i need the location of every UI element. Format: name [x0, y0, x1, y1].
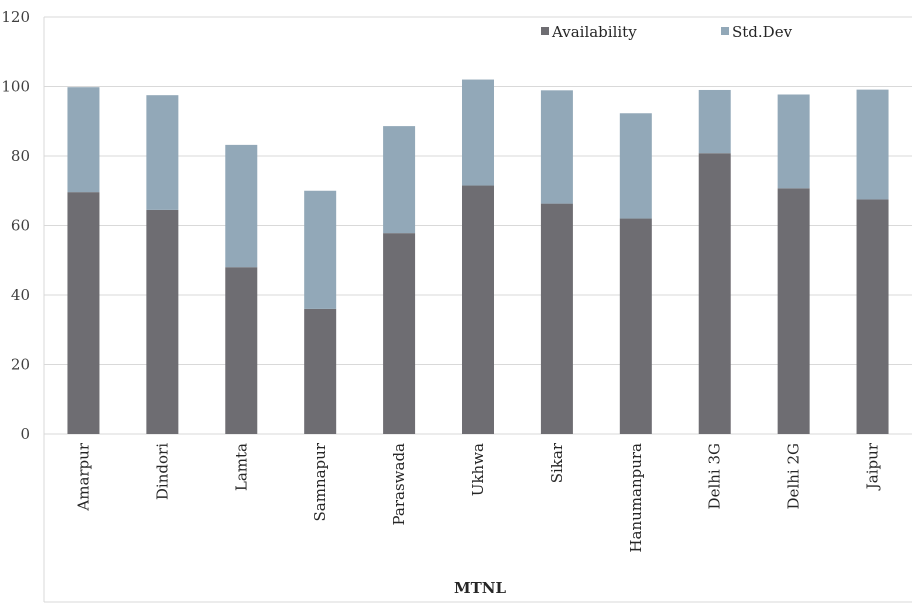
bar-availability: [777, 188, 810, 434]
y-tick-label: 60: [11, 217, 30, 235]
x-tick-label: Sikar: [548, 442, 566, 483]
legend-entry: Availability: [551, 23, 637, 41]
legend: Availability Std.Dev: [541, 23, 793, 41]
y-tick-label: 80: [11, 147, 30, 165]
bar-std-dev: [462, 79, 494, 186]
plot-frame: [43, 17, 912, 603]
bar-std-dev: [777, 94, 810, 189]
x-tick-label: Delhi 2G: [785, 443, 803, 509]
x-axis-ticks: Amarpur Dindori Lamta Samnapur Paraswada Ukhw…: [74, 442, 881, 552]
bar-availability: [856, 199, 889, 434]
bar-std-dev: [225, 144, 258, 268]
bar-std-dev: [304, 190, 337, 309]
bar-std-dev: [856, 89, 889, 200]
x-tick-label: Lamta: [232, 443, 250, 491]
bar-std-dev: [698, 89, 731, 154]
x-tick-label: Amarpur: [74, 442, 92, 511]
y-tick-label: 100: [1, 78, 30, 96]
bars: [67, 79, 889, 434]
bar-availability: [304, 308, 337, 434]
y-tick-label: 0: [20, 425, 30, 443]
bar-std-dev: [146, 95, 179, 210]
y-tick-label: 40: [11, 286, 30, 304]
bar-availability: [225, 267, 258, 434]
bar-std-dev: [383, 126, 416, 234]
y-tick-label: 20: [11, 356, 30, 374]
legend-entry: Std.Dev: [732, 23, 793, 41]
bar-availability: [619, 218, 652, 434]
x-tick-label: Hanumanpura: [627, 443, 645, 553]
x-tick-label: Ukhwa: [469, 443, 487, 496]
bar-std-dev: [619, 113, 652, 219]
x-tick-label: Jaipur: [864, 442, 882, 491]
x-tick-label: Paraswada: [390, 443, 408, 526]
bar-availability: [698, 153, 731, 434]
bar-availability: [67, 192, 100, 434]
legend-swatch: [721, 27, 729, 35]
bar-std-dev: [67, 87, 100, 193]
legend-swatch: [541, 27, 549, 35]
x-axis-label: MTNL: [454, 579, 506, 597]
y-tick-label: 120: [1, 8, 30, 26]
bar-availability: [146, 209, 179, 434]
y-axis-ticks: 0 20 40 60 80 100 120: [1, 8, 30, 443]
bar-std-dev: [540, 90, 573, 204]
x-tick-label: Dindori: [153, 443, 171, 500]
bar-availability: [540, 203, 573, 434]
bar-availability: [383, 233, 416, 434]
bar-availability: [462, 185, 494, 434]
x-tick-label: Delhi 3G: [706, 443, 724, 509]
x-tick-label: Samnapur: [311, 442, 329, 521]
